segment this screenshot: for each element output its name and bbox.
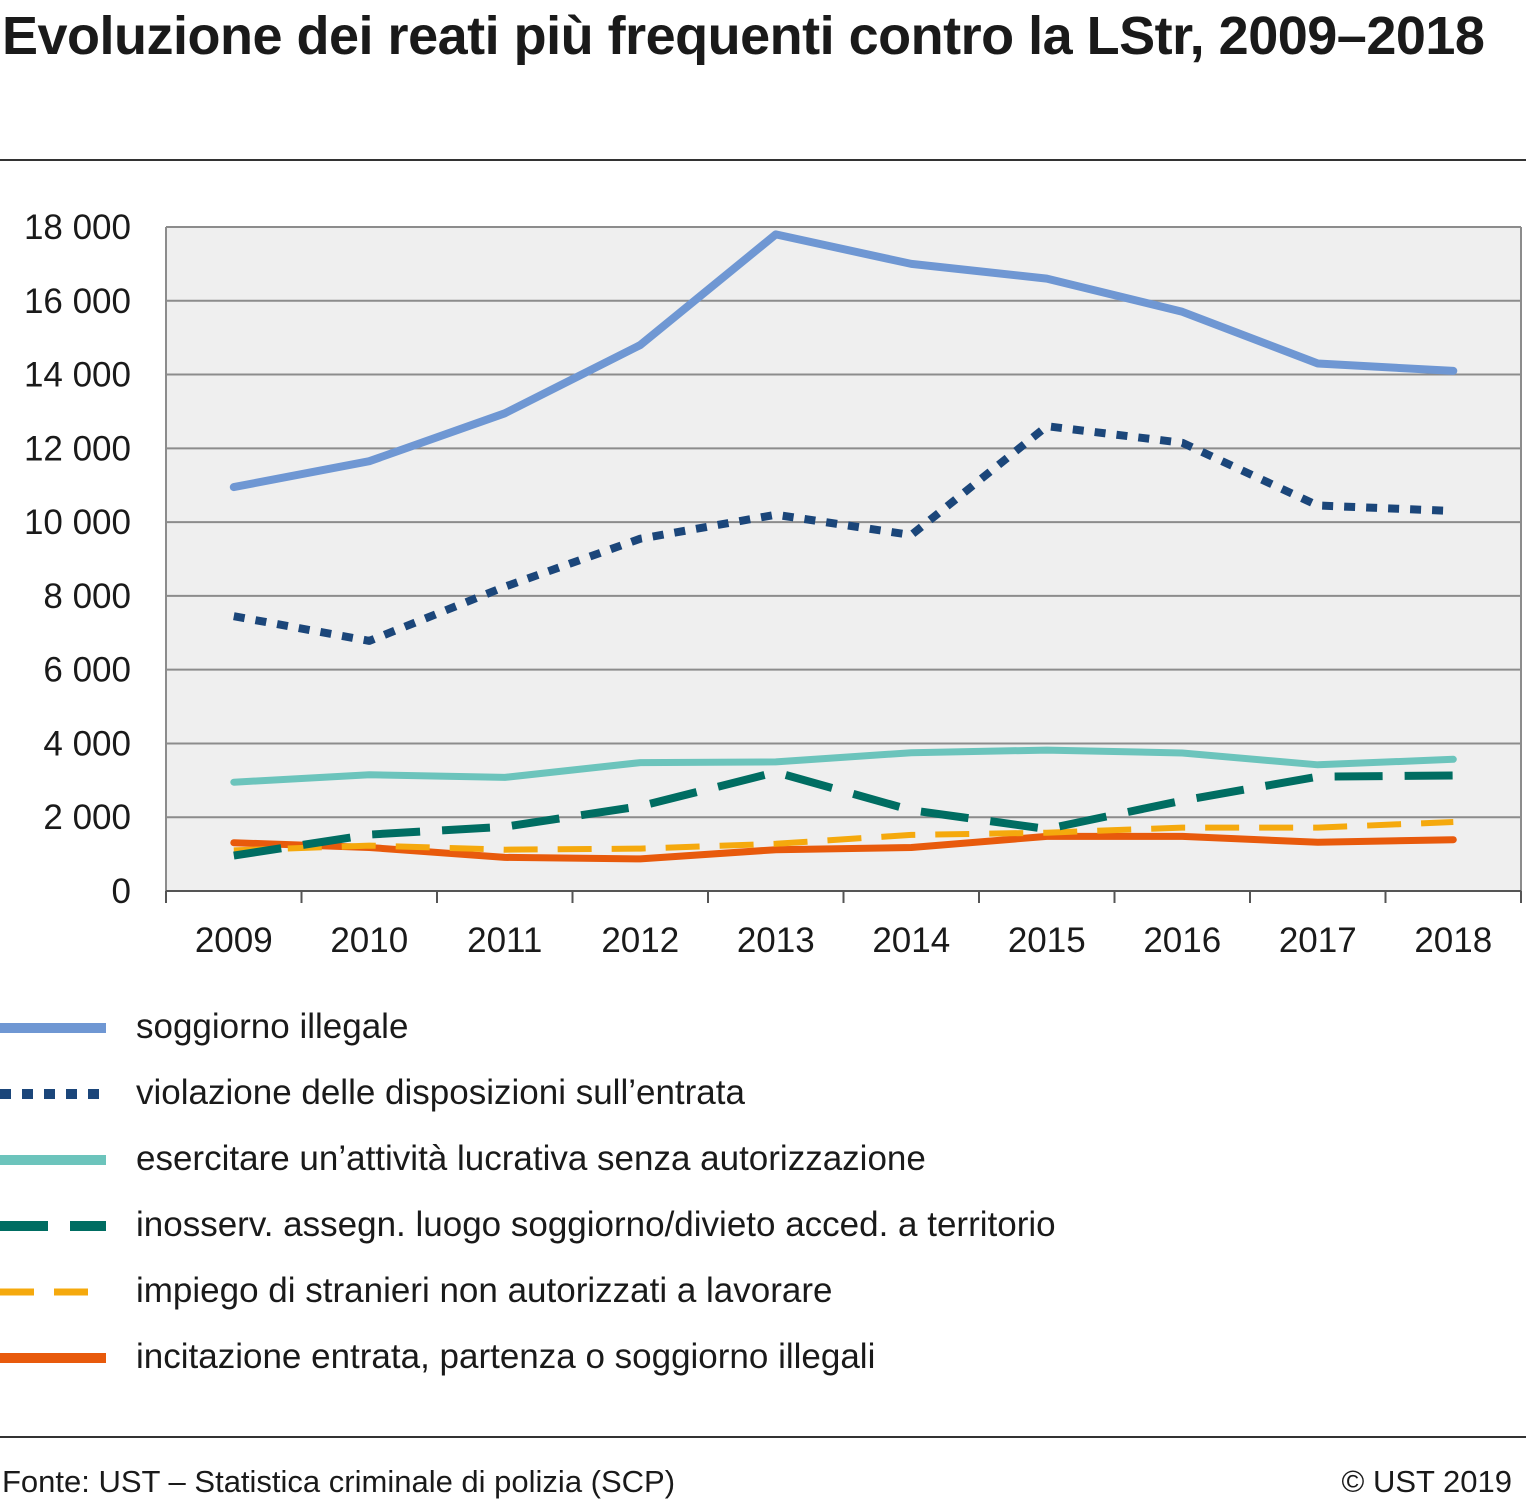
y-tick-label: 8 000 [43, 577, 131, 616]
legend-label: soggiorno illegale [136, 1007, 409, 1046]
chart-title: Evoluzione dei reati più frequenti contr… [2, 6, 1485, 66]
y-tick-label: 4 000 [43, 724, 131, 763]
legend-item: impiego di stranieri non autorizzati a l… [0, 1259, 1526, 1325]
y-tick-label: 0 [112, 872, 131, 911]
legend-item: incitazione entrata, partenza o soggiorn… [0, 1325, 1526, 1391]
x-tick-label: 2009 [195, 921, 273, 960]
plot-area [166, 227, 1521, 891]
y-tick-label: 18 000 [24, 208, 131, 247]
footer-divider [0, 1436, 1526, 1438]
y-tick-label: 6 000 [43, 651, 131, 690]
legend-swatch [0, 1221, 106, 1231]
x-tick-label: 2017 [1279, 921, 1357, 960]
x-tick-label: 2015 [1008, 921, 1086, 960]
y-tick-label: 10 000 [24, 503, 131, 542]
y-tick-label: 14 000 [24, 356, 131, 395]
legend-label: impiego di stranieri non autorizzati a l… [136, 1271, 833, 1310]
legend-swatch [0, 1023, 106, 1033]
legend-swatch [0, 1089, 106, 1099]
source-note: Fonte: UST – Statistica criminale di pol… [2, 1464, 676, 1499]
y-tick-label: 16 000 [24, 282, 131, 321]
legend-item: esercitare un’attività lucrativa senza a… [0, 1127, 1526, 1193]
series-line-5 [233, 819, 1454, 854]
series-line-1 [229, 230, 1458, 492]
title-divider [0, 159, 1526, 161]
legend-swatch [0, 1288, 106, 1296]
copyright-note: © UST 2019 [1341, 1464, 1512, 1499]
y-tick-label: 2 000 [43, 798, 131, 837]
legend-label: incitazione entrata, partenza o soggiorn… [136, 1337, 876, 1376]
x-tick-label: 2014 [872, 921, 950, 960]
y-tick-label: 12 000 [24, 429, 131, 468]
legend-swatch [0, 1353, 106, 1363]
series-line-2 [233, 422, 1454, 645]
x-tick-label: 2018 [1414, 921, 1492, 960]
x-tick-label: 2010 [330, 921, 408, 960]
series-line-6 [230, 832, 1457, 863]
legend-label: inosserv. assegn. luogo soggiorno/diviet… [136, 1205, 1056, 1244]
series-line-3 [230, 746, 1457, 786]
legend-label: violazione delle disposizioni sull’entra… [136, 1073, 745, 1112]
chart-legend: soggiorno illegale violazione delle dispo… [0, 995, 1526, 1391]
x-tick-label: 2013 [737, 921, 815, 960]
x-tick-label: 2011 [467, 921, 542, 960]
legend-item: violazione delle disposizioni sull’entra… [0, 1061, 1526, 1127]
x-tick-label: 2012 [601, 921, 679, 960]
line-chart: 0 2 000 4 000 6 000 8 000 10 000 12 000 14 000 1… [24, 208, 1522, 960]
legend-item: soggiorno illegale [0, 995, 1526, 1061]
x-tick-label: 2016 [1143, 921, 1221, 960]
legend-swatch [0, 1155, 106, 1165]
legend-item: inosserv. assegn. luogo soggiorno/diviet… [0, 1193, 1526, 1259]
legend-label: esercitare un’attività lucrativa senza a… [136, 1139, 926, 1178]
